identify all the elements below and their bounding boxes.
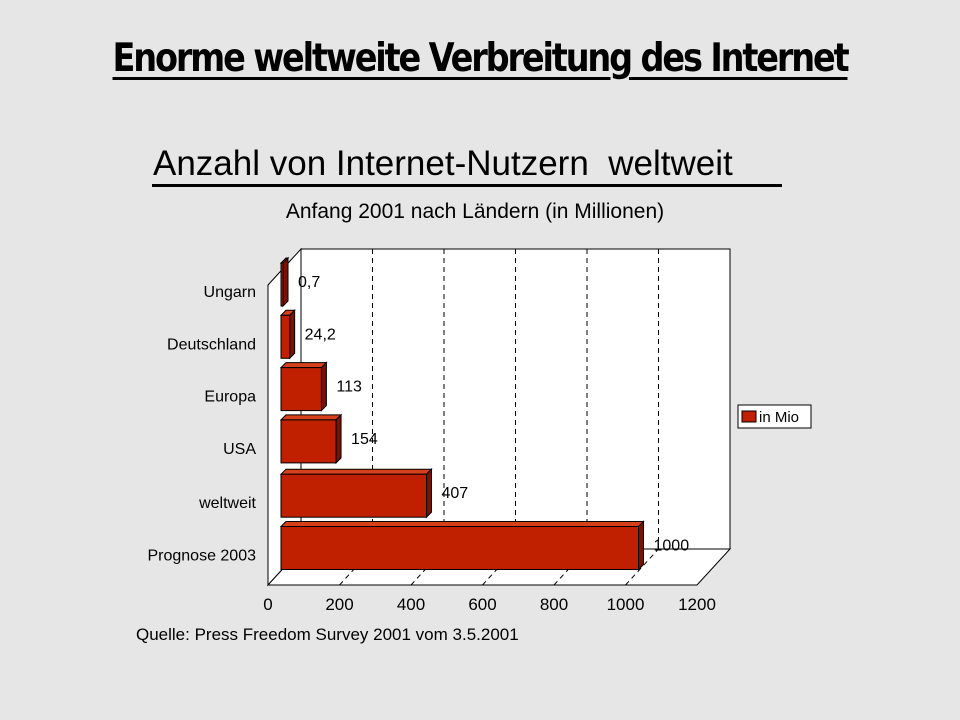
category-labels: Ungarn Deutschland Europa USA weltweit Progno…	[147, 284, 256, 565]
legend-swatch	[741, 410, 757, 423]
value-label: 154	[351, 431, 378, 448]
value-label: 0,7	[298, 274, 320, 291]
category-label: Deutschland	[167, 336, 256, 353]
bar-top	[279, 414, 343, 421]
bar-top	[279, 468, 433, 475]
floor-gridline	[625, 548, 659, 586]
x-tick-label: 200	[325, 595, 353, 614]
bar	[280, 419, 337, 464]
bar	[280, 526, 639, 570]
bar-side	[638, 520, 644, 571]
bar-side	[320, 361, 327, 412]
bar-side	[426, 467, 433, 519]
bar	[280, 473, 428, 518]
x-tick-label: 0	[263, 595, 272, 614]
category-label: Ungarn	[204, 284, 256, 301]
value-labels: 0,7 24,2 113 154 407 1000	[298, 274, 689, 555]
bars	[279, 256, 645, 571]
slide-title-text: Enorme weltweite Verbreitung des Interne…	[112, 36, 850, 81]
slide-title: Enorme weltweite Verbreitung des Interne…	[67, 36, 893, 81]
bar	[280, 314, 291, 359]
x-tick-label: 800	[540, 595, 568, 614]
bar	[280, 367, 322, 412]
bar-top	[279, 521, 645, 527]
chart-title-underline	[152, 184, 782, 187]
category-label: USA	[223, 441, 256, 458]
value-label: 1000	[654, 538, 690, 555]
legend-label: in Mio	[759, 409, 799, 426]
bar-top	[279, 362, 328, 369]
tick-labels: 0 200 400 600 800 1000 1200	[263, 595, 716, 614]
chart-subtitle: Anfang 2001 nach Ländern (in Millionen)	[0, 200, 950, 224]
legend: in Mio	[737, 404, 812, 429]
value-label: 24,2	[305, 326, 336, 343]
value-label: 113	[336, 379, 362, 396]
bar	[280, 262, 284, 307]
x-tick-label: 600	[468, 595, 496, 614]
bar-side	[289, 309, 296, 360]
x-tick-label: 1000	[607, 595, 645, 614]
value-label: 407	[442, 485, 469, 502]
source-note: Quelle: Press Freedom Survey 2001 vom 3.…	[136, 625, 519, 644]
chart-title: Anzahl von Internet-Nutzern weltweit	[153, 144, 733, 183]
bar-side	[335, 413, 342, 465]
x-tick-label: 1200	[678, 595, 716, 614]
x-tick-label: 400	[397, 595, 425, 614]
category-label: Prognose 2003	[147, 548, 256, 565]
category-label: weltweit	[198, 495, 256, 512]
bar-side	[282, 256, 289, 308]
chart-subtitle-text: Anfang 2001 nach Ländern (in Millionen)	[285, 200, 665, 223]
category-label: Europa	[204, 389, 256, 406]
